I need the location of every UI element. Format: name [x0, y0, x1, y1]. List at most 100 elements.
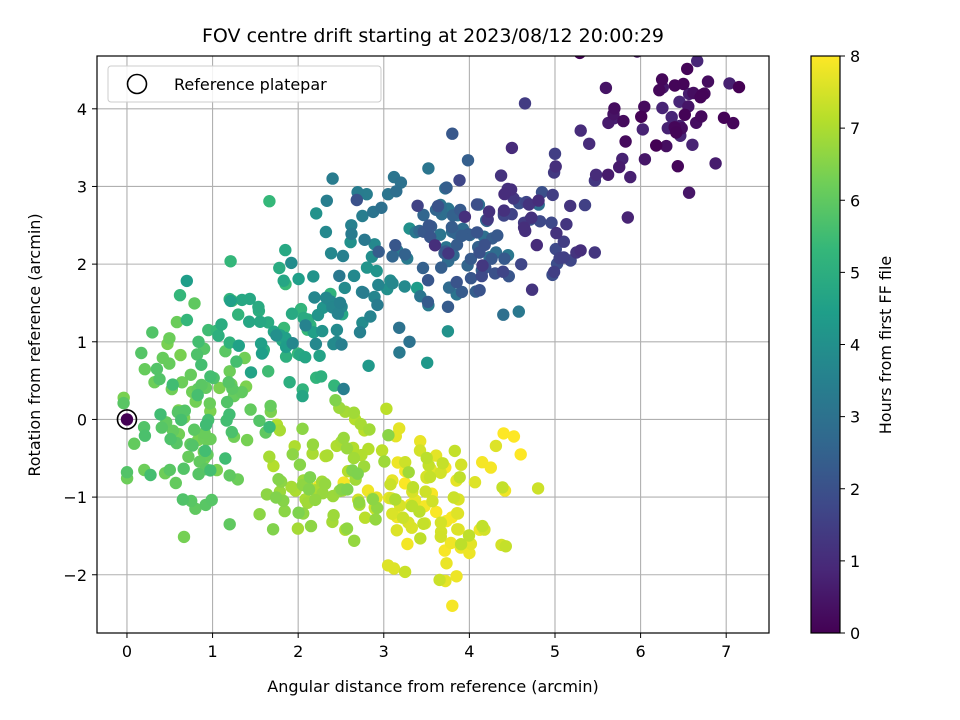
scatter-point	[128, 437, 141, 450]
scatter-point	[328, 379, 341, 392]
scatter-point	[557, 235, 570, 248]
scatter-point	[244, 366, 258, 379]
scatter-point	[319, 225, 333, 239]
scatter-point	[547, 265, 561, 279]
scatter-point	[188, 423, 201, 436]
x-tick-label: 6	[635, 642, 645, 661]
scatter-point	[345, 227, 358, 241]
x-tick-label: 4	[464, 642, 474, 661]
scatter-point	[497, 427, 510, 440]
scatter-point	[296, 389, 309, 403]
scatter-point	[296, 422, 309, 435]
scatter-point	[442, 247, 455, 260]
scatter-point	[655, 73, 669, 86]
scatter-point	[150, 362, 164, 376]
scatter-point	[621, 211, 634, 224]
scatter-point	[153, 372, 166, 386]
scatter-point	[405, 499, 419, 513]
scatter-point	[253, 315, 267, 328]
scatter-point	[285, 256, 298, 270]
scatter-point	[531, 482, 545, 495]
scatter-point	[473, 284, 486, 297]
scatter-point	[223, 518, 236, 531]
scatter-point	[347, 269, 361, 283]
scatter-point	[489, 439, 503, 453]
scatter-point	[357, 286, 370, 299]
scatter-point	[390, 524, 403, 537]
scatter-point	[263, 195, 276, 208]
scatter-point	[485, 252, 498, 265]
colorbar-tick-label: 0	[850, 624, 860, 643]
scatter-point	[347, 451, 361, 465]
scatter-point	[417, 208, 430, 222]
y-tick-label: −2	[63, 566, 87, 585]
scatter-point	[478, 238, 491, 252]
scatter-point	[155, 421, 168, 434]
scatter-point	[174, 348, 187, 362]
scatter-point	[329, 394, 342, 407]
scatter-point	[316, 324, 329, 338]
scatter-point	[470, 198, 484, 211]
scatter-point	[213, 381, 226, 395]
scatter-point	[175, 376, 189, 389]
scatter-point	[292, 506, 305, 519]
scatter-point	[514, 448, 527, 461]
scatter-point	[665, 110, 678, 124]
scatter-point	[426, 495, 439, 508]
scatter-point	[212, 329, 225, 342]
scatter-point	[650, 139, 663, 152]
x-tick-label: 3	[379, 642, 389, 661]
x-axis-label: Angular distance from reference (arcmin)	[267, 677, 598, 696]
scatter-point	[363, 423, 376, 436]
scatter-point	[448, 444, 461, 458]
scatter-point	[421, 295, 435, 309]
scatter-point	[370, 264, 383, 278]
scatter-point	[163, 332, 176, 345]
scatter-point	[574, 56, 586, 60]
scatter-point	[285, 480, 298, 494]
scatter-point	[382, 429, 395, 442]
scatter-point	[195, 378, 208, 392]
colorbar-gradient	[810, 55, 841, 634]
scatter-point	[188, 297, 201, 310]
scatter-point	[264, 399, 277, 413]
scatter-point	[222, 376, 235, 389]
scatter-point	[574, 124, 587, 137]
y-tick-label: 3	[77, 177, 87, 196]
scatter-point	[180, 313, 194, 327]
scatter-point	[423, 470, 437, 484]
scatter-point	[455, 285, 469, 299]
scatter-point	[273, 261, 286, 275]
y-tick-label: 0	[77, 410, 87, 429]
scatter-point	[291, 522, 305, 535]
scatter-point	[117, 396, 130, 410]
scatter-point	[463, 546, 476, 560]
scatter-point	[532, 194, 545, 207]
scatter-point	[352, 496, 366, 509]
colorbar-tick-label: 8	[850, 47, 860, 66]
scatter-point	[414, 532, 427, 545]
scatter-point	[303, 471, 317, 484]
x-tick-label: 2	[293, 642, 303, 661]
scatter-point	[223, 469, 236, 482]
scatter-point	[512, 305, 525, 318]
scatter-point	[190, 348, 204, 361]
scatter-point	[435, 261, 448, 274]
scatter-point	[191, 388, 204, 402]
scatter-point	[215, 318, 228, 331]
x-axis-ticks: 0 1 2 3 4 5 6 7	[122, 633, 731, 661]
scatter-point	[389, 493, 402, 506]
scatter-point	[550, 226, 563, 240]
scatter-point	[390, 185, 403, 198]
scatter-point	[203, 397, 216, 410]
scatter-point	[440, 557, 453, 570]
colorbar-label: Hours from first FF file	[876, 256, 895, 435]
scatter-point	[138, 363, 151, 376]
scatter-point	[340, 442, 354, 455]
scatter-point	[169, 476, 182, 490]
scatter-point	[120, 466, 134, 479]
scatter-point	[498, 187, 511, 201]
scatter-point	[560, 218, 573, 231]
scatter-point	[624, 170, 637, 184]
scatter-point	[375, 444, 389, 457]
